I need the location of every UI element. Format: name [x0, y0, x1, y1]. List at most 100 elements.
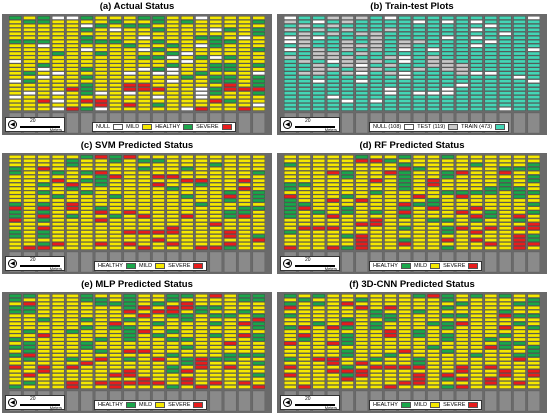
plot-cell — [252, 333, 265, 338]
plot-cell — [470, 210, 483, 215]
plot-cell — [499, 79, 512, 83]
plot-cell — [152, 202, 165, 207]
plot-cell — [427, 202, 440, 207]
plot-cell — [95, 357, 108, 361]
plot-cell — [152, 234, 165, 238]
plot-cell — [298, 341, 311, 346]
plot-cell — [298, 99, 311, 103]
plot-cell — [441, 246, 454, 250]
plot-cell — [80, 95, 93, 99]
plot-cell — [138, 329, 151, 334]
plot-cell — [224, 202, 237, 207]
plot-cell — [181, 24, 194, 28]
plot-cell — [370, 103, 383, 107]
plot-cell — [398, 91, 411, 95]
plot-cell — [52, 317, 65, 322]
plot-cell — [456, 63, 469, 68]
plot-cell — [23, 51, 36, 56]
plot-cell — [37, 39, 50, 44]
plot-cell — [23, 16, 36, 20]
plot-cell — [138, 175, 151, 179]
plot-cell — [470, 206, 483, 211]
plot-cell — [384, 230, 397, 234]
plot-cell — [224, 51, 237, 56]
plot-cell — [224, 99, 237, 103]
plot-cell — [209, 341, 222, 346]
plot-cell — [95, 202, 108, 207]
plot-cell — [166, 190, 179, 195]
plot-cell — [123, 302, 136, 306]
plot-cell — [23, 83, 36, 87]
empty-plot-strip — [513, 390, 526, 412]
legend-swatch — [183, 124, 194, 130]
plot-cell — [252, 206, 265, 211]
plot-cell — [456, 365, 469, 369]
plot-cell — [152, 103, 165, 107]
plot-cell — [499, 20, 512, 24]
plot-cell — [52, 325, 65, 330]
plot-cell — [66, 67, 79, 72]
plot-cell — [298, 32, 311, 36]
plot-cell — [37, 99, 50, 103]
plot-cell — [238, 294, 251, 298]
plot-cell — [37, 95, 50, 99]
plot-cell — [484, 171, 497, 175]
plot-cell — [312, 222, 325, 226]
plot-cell — [413, 218, 426, 222]
plot-cell — [370, 51, 383, 56]
plot-cell — [66, 230, 79, 234]
plot-cell — [195, 214, 208, 218]
empty-plot-strip — [355, 251, 368, 273]
plot-cell — [298, 314, 311, 318]
plot-cell — [513, 345, 526, 350]
plot-cell — [109, 103, 122, 107]
plot-cell — [355, 377, 368, 381]
plot-cell — [152, 20, 165, 24]
plot-cell — [484, 341, 497, 346]
plot-cell — [427, 310, 440, 314]
plot-cell — [123, 71, 136, 76]
plot-cell — [441, 214, 454, 218]
plot-cell — [355, 36, 368, 40]
plot-cell — [470, 167, 483, 171]
plot-cell — [52, 238, 65, 242]
plot-cell — [37, 377, 50, 381]
plot-cell — [484, 234, 497, 238]
plot-cell — [138, 210, 151, 215]
plot-cell — [312, 341, 325, 346]
plot-cell — [152, 163, 165, 167]
plot-cell — [398, 222, 411, 226]
plot-cell — [209, 20, 222, 24]
plot-cell — [456, 198, 469, 203]
plot-cell — [456, 238, 469, 242]
plot-cell — [384, 20, 397, 24]
plot-cell — [513, 194, 526, 199]
plot-cell — [456, 226, 469, 230]
plot-cell — [152, 302, 165, 306]
plot-cell — [327, 365, 340, 369]
plot-cell — [527, 167, 540, 171]
plot-cell — [238, 238, 251, 242]
plot-cell — [427, 32, 440, 36]
plot-cell — [9, 365, 22, 369]
plot-cell — [123, 202, 136, 207]
plot-cell — [312, 294, 325, 298]
plot-cell — [413, 159, 426, 163]
plot-cell — [441, 317, 454, 322]
plot-cell — [252, 357, 265, 361]
plot-cell — [284, 63, 297, 68]
plot-cell — [209, 63, 222, 68]
plot-cell — [109, 381, 122, 385]
plot-cell — [166, 24, 179, 28]
plot-cell — [23, 329, 36, 334]
plot-cell — [499, 107, 512, 111]
plot-cell — [37, 32, 50, 36]
plot-cell — [9, 16, 22, 20]
plot-cell — [513, 365, 526, 369]
plot-cell — [138, 230, 151, 234]
plot-cell — [513, 294, 526, 298]
plot-cell — [52, 171, 65, 175]
plot-cell — [181, 242, 194, 246]
plot-cell — [95, 107, 108, 111]
plot-cell — [195, 202, 208, 207]
